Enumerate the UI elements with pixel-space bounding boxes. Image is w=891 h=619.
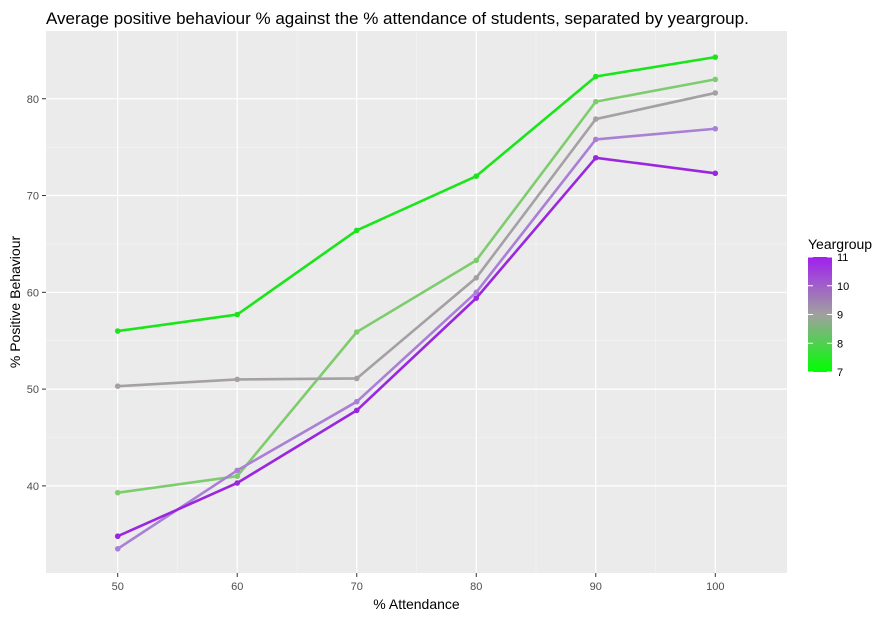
data-point-year-10 (353, 398, 360, 405)
series-line-year-7 (117, 55, 716, 333)
series-line-year-11 (117, 156, 716, 538)
legend-tick-label: 10 (837, 281, 849, 293)
data-point-year-7 (712, 54, 719, 60)
x-axis: 50 60 70 80 90 100 (112, 573, 724, 593)
legend-title: Yeargroup (808, 236, 872, 252)
data-point-year-9 (353, 375, 360, 382)
data-point-year-7 (353, 227, 360, 234)
legend-tick-label: 11 (837, 252, 848, 264)
series-line-year-9 (117, 91, 716, 388)
y-tick-label: 80 (27, 94, 39, 106)
data-point-year-9 (114, 383, 121, 390)
x-tick-label: 100 (706, 581, 724, 593)
data-point-year-8 (473, 257, 480, 264)
data-point-year-7 (114, 328, 121, 334)
data-point-year-8 (234, 473, 241, 480)
legend: Yeargroup 7 8 9 10 11 (808, 236, 872, 379)
x-tick-label: 90 (590, 581, 602, 593)
data-point-year-10 (114, 546, 121, 552)
data-point-year-9 (592, 116, 599, 122)
data-point-year-10 (592, 136, 599, 143)
data-point-year-11 (234, 480, 241, 486)
data-point-year-7 (473, 173, 480, 179)
x-tick-label: 50 (112, 581, 124, 593)
data-point-year-11 (473, 295, 480, 301)
data-point-year-8 (353, 329, 360, 335)
data-point-year-11 (114, 533, 121, 540)
series-layer (114, 54, 719, 552)
data-point-year-7 (592, 73, 599, 80)
grid-major (46, 31, 787, 573)
chart-title: Average positive behaviour % against the… (46, 9, 749, 28)
data-point-year-9 (712, 90, 719, 96)
legend-tick-label: 8 (837, 338, 843, 350)
data-point-year-10 (712, 125, 719, 132)
data-point-year-9 (234, 376, 241, 383)
y-tick-label: 70 (27, 191, 39, 203)
legend-ticks: 7 8 9 10 11 (808, 252, 849, 379)
data-point-year-11 (592, 154, 599, 161)
data-point-year-9 (473, 275, 480, 281)
data-point-year-10 (234, 467, 241, 474)
data-point-year-8 (592, 98, 599, 105)
data-point-year-8 (712, 76, 719, 83)
series-line-year-8 (117, 78, 716, 494)
series-line-year-10 (116, 127, 716, 550)
x-tick-label: 60 (231, 581, 243, 593)
data-point-year-11 (353, 407, 360, 414)
data-point-year-8 (114, 489, 121, 496)
data-point-year-10 (473, 289, 480, 296)
y-tick-label: 50 (27, 384, 39, 396)
y-axis-title: % Positive Behaviour (7, 236, 23, 369)
y-axis: 40 50 60 70 80 (27, 94, 46, 493)
legend-tick-label: 7 (837, 367, 843, 379)
legend-tick-label: 9 (837, 310, 843, 322)
x-axis-title: % Attendance (373, 596, 460, 612)
grid-minor (46, 31, 787, 573)
y-tick-label: 60 (27, 287, 39, 299)
data-point-year-11 (712, 170, 719, 177)
y-tick-label: 40 (27, 481, 39, 493)
x-tick-label: 70 (351, 581, 363, 593)
data-point-year-7 (234, 311, 241, 318)
x-tick-label: 80 (470, 581, 482, 593)
